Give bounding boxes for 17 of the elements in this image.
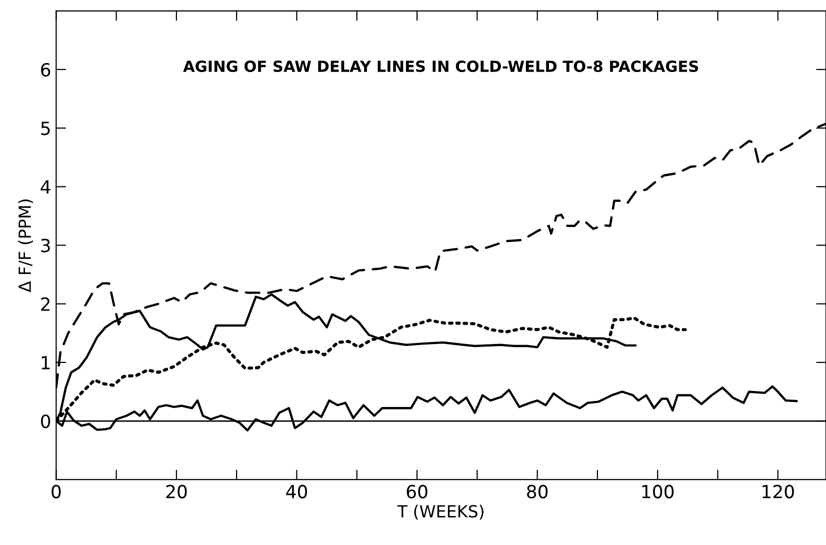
y-tick-label: 5 — [41, 122, 50, 136]
x-tick-label: 60 — [406, 484, 428, 498]
x-tick-label: 40 — [286, 484, 308, 498]
x-tick-label: 100 — [642, 484, 674, 498]
x-tick-label: 20 — [166, 484, 187, 498]
x-axis-title: T (WEEKS) — [397, 504, 484, 520]
text: AGING OF SAW DELAY LINES IN COLD-WELD TO-8 PACKAGES — [183, 60, 698, 72]
y-tick-label: 3 — [41, 238, 50, 252]
x-tick-label: 120 — [762, 484, 794, 498]
y-tick-label: 0 — [41, 414, 50, 428]
x-tick-label: 0 — [52, 484, 61, 498]
y-tick-label: 1 — [42, 356, 50, 370]
y-tick-label: 2 — [41, 297, 50, 311]
x-tick-label: 80 — [527, 484, 548, 498]
y-axis-title: Δ F/F (PPM) — [18, 200, 33, 292]
y-tick-label: 4 — [40, 180, 50, 194]
y-tick-label: 6 — [41, 62, 50, 77]
